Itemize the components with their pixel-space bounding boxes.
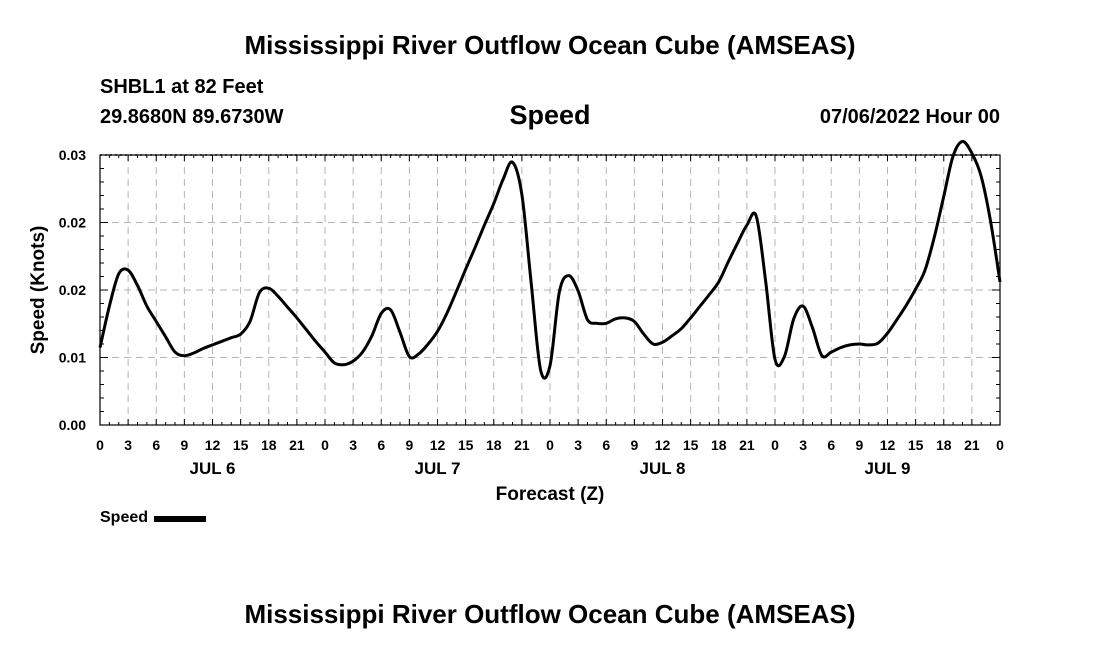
y-axis-label: Speed (Knots) <box>28 226 49 355</box>
x-tick-label: 6 <box>602 437 610 453</box>
variable-title: Speed <box>509 100 591 130</box>
x-axis-label: Forecast (Z) <box>496 484 605 505</box>
x-tick-label: 3 <box>799 437 807 453</box>
legend-label: Speed <box>100 509 149 526</box>
y-tick-label: 0.00 <box>59 417 86 433</box>
x-tick-label: 15 <box>683 437 699 453</box>
station-label: SHBL1 at 82 Feet <box>100 76 264 98</box>
x-tick-label: 0 <box>96 437 104 453</box>
x-tick-label: 15 <box>908 437 924 453</box>
x-tick-label: 18 <box>936 437 952 453</box>
x-tick-label: 0 <box>546 437 554 453</box>
day-label: JUL 8 <box>640 459 686 478</box>
x-tick-label: 12 <box>430 437 446 453</box>
x-tick-label: 6 <box>377 437 385 453</box>
chart-main-title: Mississippi River Outflow Ocean Cube (AM… <box>244 30 856 60</box>
x-tick-label: 18 <box>711 437 727 453</box>
forecast-datetime: 07/06/2022 Hour 00 <box>819 106 1000 128</box>
chart-footer-title: Mississippi River Outflow Ocean Cube (AM… <box>244 599 856 629</box>
coordinates-label: 29.8680N 89.6730W <box>100 106 284 128</box>
x-tick-label: 12 <box>205 437 221 453</box>
y-tick-label: 0.02 <box>59 215 86 231</box>
x-tick-label: 3 <box>349 437 357 453</box>
day-label: JUL 7 <box>415 459 461 478</box>
x-tick-label: 3 <box>124 437 132 453</box>
x-tick-label: 18 <box>261 437 277 453</box>
y-tick-label: 0.01 <box>59 350 86 366</box>
x-tick-label: 21 <box>964 437 980 453</box>
x-tick-label: 18 <box>486 437 502 453</box>
x-tick-label: 21 <box>514 437 530 453</box>
x-tick-label: 9 <box>855 437 863 453</box>
legend-swatch <box>154 516 207 522</box>
day-label: JUL 6 <box>190 459 236 478</box>
speed-series-line <box>98 140 1002 380</box>
x-tick-label: 15 <box>458 437 474 453</box>
x-tick-label: 3 <box>574 437 582 453</box>
y-tick-label: 0.03 <box>59 147 86 163</box>
x-tick-label: 6 <box>827 437 835 453</box>
x-tick-label: 9 <box>405 437 413 453</box>
y-tick-label: 0.02 <box>59 282 86 298</box>
legend: Speed <box>100 509 207 527</box>
x-tick-label: 12 <box>880 437 896 453</box>
x-tick-label: 0 <box>321 437 329 453</box>
x-tick-label: 15 <box>233 437 249 453</box>
x-tick-label: 0 <box>996 437 1004 453</box>
x-tick-label: 21 <box>289 437 305 453</box>
x-tick-label: 12 <box>655 437 671 453</box>
x-tick-label: 21 <box>739 437 755 453</box>
x-tick-label: 0 <box>771 437 779 453</box>
x-tick-label: 9 <box>630 437 638 453</box>
x-tick-label: 6 <box>152 437 160 453</box>
day-label: JUL 9 <box>865 459 911 478</box>
x-tick-label: 9 <box>180 437 188 453</box>
